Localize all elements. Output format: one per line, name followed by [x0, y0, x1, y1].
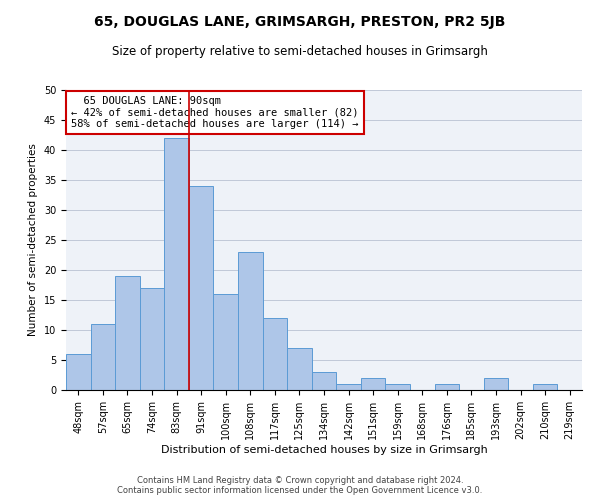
Bar [66, 354, 91, 390]
Bar [164, 138, 189, 390]
Text: 65 DOUGLAS LANE: 90sqm
← 42% of semi-detached houses are smaller (82)
58% of sem: 65 DOUGLAS LANE: 90sqm ← 42% of semi-det… [71, 96, 359, 129]
Bar [533, 384, 557, 390]
Bar [238, 252, 263, 390]
Bar [263, 318, 287, 390]
Bar [140, 288, 164, 390]
Bar [115, 276, 140, 390]
Bar [484, 378, 508, 390]
Bar [361, 378, 385, 390]
Bar [336, 384, 361, 390]
Text: Contains HM Land Registry data © Crown copyright and database right 2024.
Contai: Contains HM Land Registry data © Crown c… [118, 476, 482, 495]
X-axis label: Distribution of semi-detached houses by size in Grimsargh: Distribution of semi-detached houses by … [161, 444, 487, 454]
Bar [287, 348, 312, 390]
Bar [434, 384, 459, 390]
Bar [189, 186, 214, 390]
Text: Size of property relative to semi-detached houses in Grimsargh: Size of property relative to semi-detach… [112, 45, 488, 58]
Bar [214, 294, 238, 390]
Y-axis label: Number of semi-detached properties: Number of semi-detached properties [28, 144, 38, 336]
Bar [91, 324, 115, 390]
Bar [385, 384, 410, 390]
Text: 65, DOUGLAS LANE, GRIMSARGH, PRESTON, PR2 5JB: 65, DOUGLAS LANE, GRIMSARGH, PRESTON, PR… [94, 15, 506, 29]
Bar [312, 372, 336, 390]
